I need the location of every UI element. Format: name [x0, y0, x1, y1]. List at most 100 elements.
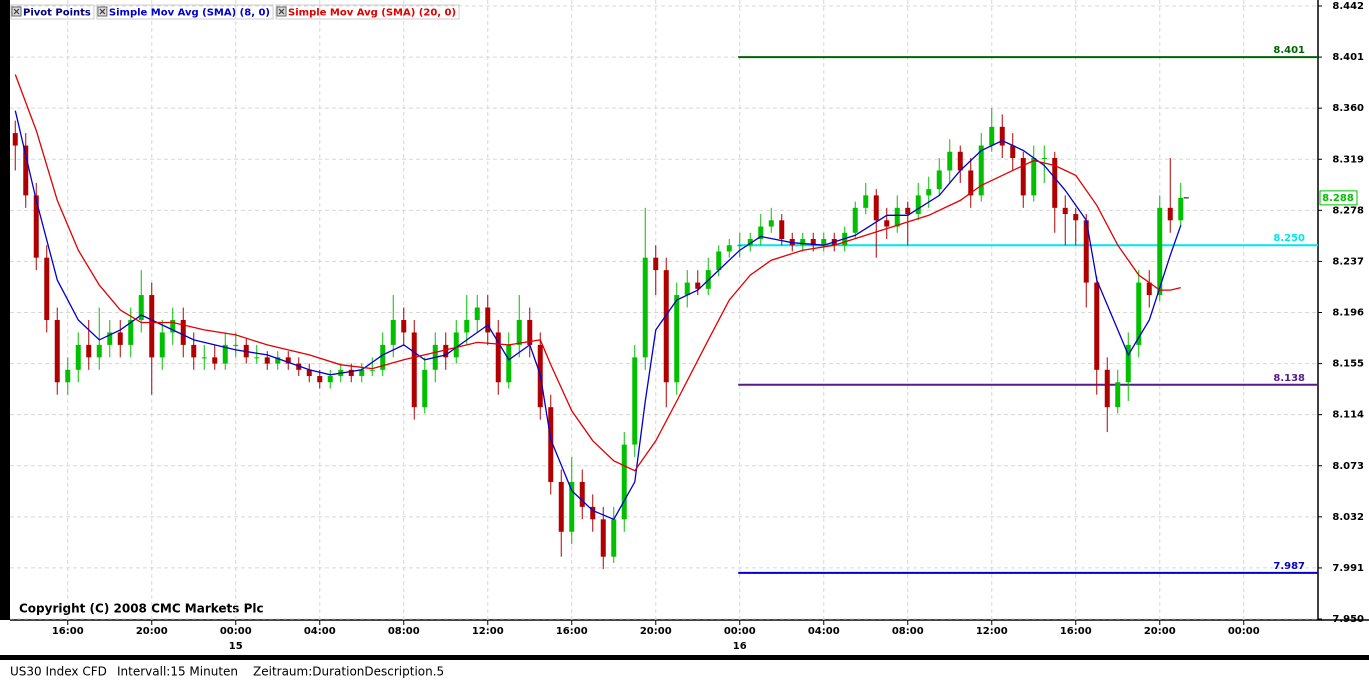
candle-body	[978, 145, 984, 196]
candle-body	[527, 319, 533, 345]
sma-line	[14, 74, 1181, 472]
candle-body	[1125, 344, 1131, 383]
pivot-label: 8.401	[1273, 45, 1305, 56]
x-tick-label: 08:00	[892, 626, 924, 637]
x-tick-label: 12:00	[472, 626, 504, 637]
candle-body	[149, 295, 155, 358]
legend-close-icon	[13, 8, 20, 15]
candle-body	[632, 357, 638, 445]
candle-body	[222, 344, 228, 364]
candle-body	[107, 332, 113, 345]
copyright: Copyright (C) 2008 CMC Markets Plc	[19, 602, 264, 616]
candle-body	[1010, 145, 1016, 159]
y-tick-label: 8.237	[1332, 256, 1364, 267]
candle-body	[1115, 382, 1121, 408]
last-price-label: 8.288	[1322, 193, 1354, 204]
candle-body	[474, 307, 480, 320]
candle-body	[758, 226, 764, 239]
candle-body	[317, 376, 323, 383]
candle-body	[443, 344, 449, 358]
x-tick-label: 16:00	[1060, 626, 1092, 637]
candle-body	[411, 332, 417, 408]
y-tick-label: 8.155	[1332, 359, 1364, 370]
candle-body	[1094, 282, 1100, 370]
candle-body	[159, 332, 165, 358]
candle-body	[180, 319, 186, 345]
candle-body	[852, 207, 858, 233]
y-tick-label: 8.114	[1332, 410, 1364, 421]
candle-body	[800, 238, 806, 246]
candle-body	[327, 376, 333, 383]
x-tick-label: 20:00	[640, 626, 672, 637]
legend-label: Simple Mov Avg (SMA) (20, 0)	[288, 8, 456, 19]
candle-body	[863, 195, 869, 208]
status-symbol: US30 Index CFD	[10, 665, 107, 679]
candle-body	[1073, 214, 1079, 221]
candle-body	[663, 270, 669, 383]
candle-body	[264, 357, 270, 364]
y-tick-label: 8.319	[1332, 154, 1364, 165]
candle-body	[590, 506, 596, 520]
y-tick-label: 7.950	[1332, 614, 1364, 625]
candle-body	[884, 220, 890, 227]
candle-body	[75, 344, 81, 370]
candle-body	[86, 344, 92, 358]
candle-body	[464, 319, 470, 333]
candle-body	[548, 407, 554, 482]
candle-body	[579, 481, 585, 507]
candle-body	[23, 145, 29, 196]
legend-close-icon	[278, 8, 285, 15]
candle-body	[926, 189, 932, 196]
x-tick-label: 04:00	[304, 626, 336, 637]
candle-body	[12, 133, 18, 146]
candle-body	[684, 282, 690, 296]
last-price-box	[1319, 190, 1358, 206]
candle-body	[495, 332, 501, 383]
candle-body	[695, 282, 701, 289]
candle-body	[1104, 369, 1110, 408]
candle-body	[894, 207, 900, 227]
candle-body	[989, 126, 995, 146]
candle-body	[380, 344, 386, 370]
candle-body	[1157, 207, 1163, 296]
candle-body	[1041, 158, 1047, 160]
candle-body	[1136, 282, 1142, 345]
candle-body	[453, 332, 459, 358]
y-tick-label: 8.360	[1332, 103, 1364, 114]
y-tick-label: 8.442	[1332, 1, 1364, 12]
x-tick-label: 00:00	[1228, 626, 1260, 637]
legend-close-icon	[99, 8, 106, 15]
y-tick-label: 8.032	[1332, 512, 1364, 523]
candle-body	[747, 238, 753, 246]
candle-body	[569, 481, 575, 532]
candle-body	[726, 245, 732, 252]
x-tick-label: 20:00	[1144, 626, 1176, 637]
x-tick-label: 16:00	[52, 626, 84, 637]
candle-body	[233, 344, 239, 346]
candle-body	[1083, 220, 1089, 283]
candle-body	[674, 295, 680, 383]
y-tick-label: 7.991	[1332, 563, 1364, 574]
y-tick-label: 8.073	[1332, 461, 1364, 472]
x-tick-label: 12:00	[976, 626, 1008, 637]
y-tick-label: 8.401	[1332, 52, 1364, 63]
candle-body	[170, 319, 176, 333]
candle-body	[506, 344, 512, 383]
x-tick-label: 16:00	[556, 626, 588, 637]
candle-body	[737, 245, 743, 247]
candle-body	[968, 170, 974, 196]
candle-body	[65, 369, 71, 383]
x-tick-label: 00:00	[220, 626, 252, 637]
candle-body	[1020, 158, 1026, 196]
candle-body	[401, 319, 407, 333]
candle-body	[1146, 282, 1152, 296]
status-interval: Intervall:15 Minuten	[117, 665, 238, 679]
candle-body	[558, 481, 564, 532]
candle-body	[275, 357, 281, 364]
candle-body	[191, 344, 197, 358]
candle-body	[600, 519, 606, 557]
candle-body	[1167, 207, 1173, 221]
candle-body	[768, 220, 774, 227]
